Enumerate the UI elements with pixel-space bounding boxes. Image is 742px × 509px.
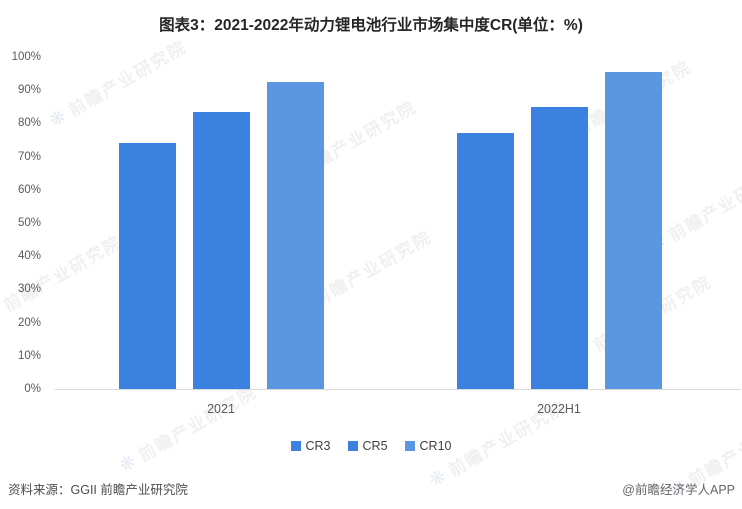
y-tick-label: 30%: [17, 283, 41, 296]
legend-label: CR3: [305, 439, 331, 453]
x-category-label: 2022H1: [537, 402, 581, 416]
y-tick-label: 50%: [17, 217, 41, 229]
y-tick-label: 90%: [17, 84, 41, 97]
bar-cr3-2021: [118, 143, 176, 389]
y-tick-label: 80%: [17, 117, 41, 130]
legend: CR3 CR5 CR10: [0, 439, 742, 453]
legend-swatch-icon: [404, 441, 415, 451]
bar-cr5-2021: [192, 111, 250, 389]
y-tick-label: 20%: [17, 316, 41, 329]
legend-item-cr5: CR5: [347, 439, 388, 453]
bar-cr5-2022h1: [530, 106, 588, 389]
y-tick-label: 60%: [17, 183, 41, 196]
y-tick-label: 70%: [17, 150, 41, 163]
y-tick-label: 10%: [17, 349, 41, 362]
legend-item-cr3: CR3: [290, 439, 331, 453]
credit-note: @前瞻经济学人APP: [622, 483, 735, 497]
bar-cr3-2022h1: [456, 133, 514, 389]
bar-cr10-2022h1: [604, 71, 662, 389]
y-tick-label: 100%: [11, 51, 41, 63]
y-tick-label: 0%: [24, 383, 41, 395]
legend-swatch-icon: [290, 441, 301, 451]
legend-label: CR10: [419, 439, 452, 453]
source-note: 资料来源：GGII 前瞻产业研究院: [8, 483, 188, 497]
y-tick-label: 40%: [17, 250, 41, 263]
x-category-label: 2021: [207, 402, 235, 416]
legend-swatch-icon: [347, 441, 358, 451]
bar-cr10-2021: [266, 81, 324, 389]
legend-label: CR5: [362, 439, 388, 453]
legend-item-cr10: CR10: [404, 439, 452, 453]
chart-title: 图表3：2021-2022年动力锂电池行业市场集中度CR(单位：%): [159, 17, 583, 34]
x-axis-line: [55, 389, 741, 390]
